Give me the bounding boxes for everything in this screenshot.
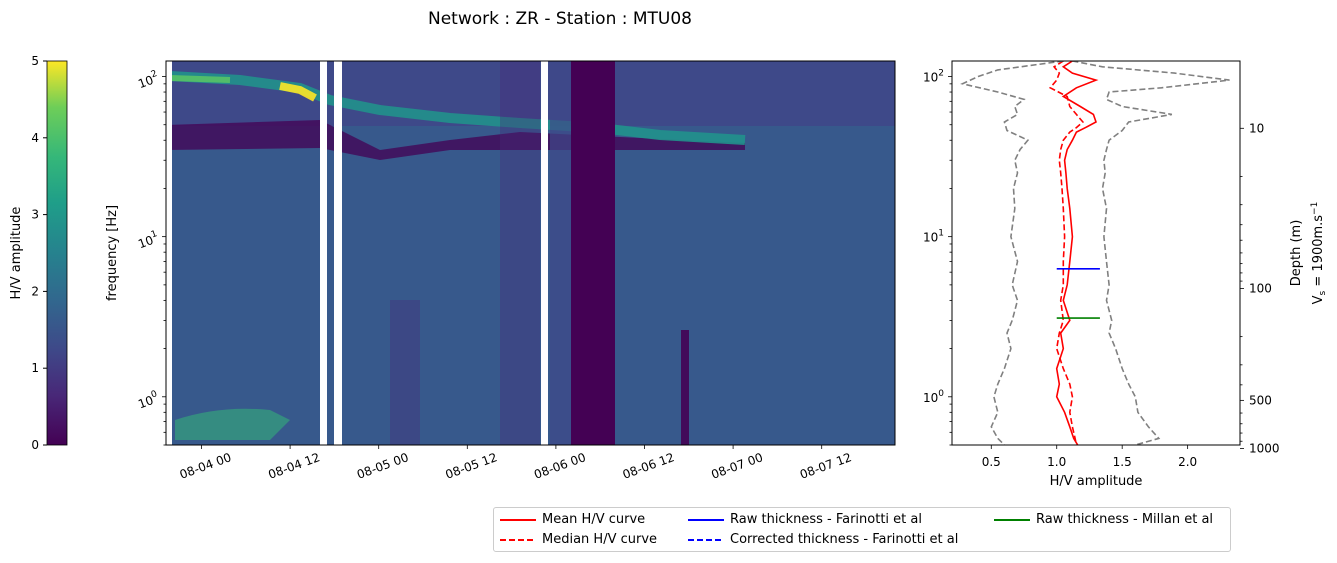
series-line-0: [1055, 61, 1099, 445]
series-line-3: [1072, 61, 1230, 445]
y-tick-label-exponent: 2: [938, 69, 944, 79]
spectrogram-y-label: frequency [Hz]: [105, 205, 120, 301]
colorbar-gradient: [46, 60, 68, 446]
colorbar-tick-label: 0: [31, 438, 39, 452]
spectrogram-frame: [165, 60, 896, 446]
colorbar-tick-label: 5: [31, 54, 39, 68]
legend: Mean H/V curve Median H/V curve Raw thic…: [493, 507, 1231, 552]
low-amplitude-streak: [681, 330, 689, 445]
low-amplitude-shade: [500, 61, 540, 445]
y-tick-label: 100: [923, 389, 944, 405]
y-tick-label-base: 10: [136, 73, 155, 91]
y-tick-label: 101: [923, 229, 944, 245]
depth-tick-label: 1000: [1249, 442, 1280, 456]
low-frequency-patch: [175, 408, 290, 440]
x-tick-label: 08-07 00: [709, 450, 764, 482]
low-amplitude-edge: [550, 61, 571, 445]
y-tick-label-base: 10: [923, 71, 938, 85]
y-tick-label-exponent: 1: [150, 229, 159, 240]
depth-tick-label: 10: [1249, 121, 1264, 135]
legend-label: Raw thickness - Farinotti et al: [730, 512, 922, 527]
spectrogram-image: [166, 61, 895, 445]
hv-series-group: [960, 61, 1230, 445]
x-tick-label: 08-06 12: [621, 450, 676, 482]
y-tick-label-exponent: 0: [938, 389, 944, 399]
hv-x-tick-label: 1.5: [1113, 455, 1132, 469]
low-amplitude-shade-2: [390, 300, 420, 445]
spectrogram-plot: 08-04 00 08-04 12 08-05 00 08-05 12 08-06 00…: [105, 60, 896, 482]
x-tick-label: 08-05 12: [444, 450, 499, 482]
high-frequency-zone: [166, 61, 895, 126]
colorbar-tick-label: 1: [31, 361, 39, 375]
y-tick-label-base: 10: [923, 231, 938, 245]
x-tick-label: 08-07 12: [798, 450, 853, 482]
series-line-1: [1048, 61, 1085, 445]
legend-label: Mean H/V curve: [542, 512, 646, 527]
data-gap: [541, 61, 548, 445]
x-tick-label: 08-06 00: [532, 450, 587, 482]
y-tick-label: 102: [923, 69, 944, 85]
data-gap: [320, 61, 327, 445]
resonance-peak: [279, 82, 317, 102]
resonance-early: [169, 75, 231, 83]
figure-title: Network : ZR - Station : MTU08: [428, 9, 692, 29]
hv-x-label: H/V amplitude: [1050, 474, 1143, 489]
y-tick-label-exponent: 0: [150, 389, 159, 400]
y-tick-label: 100: [136, 389, 161, 411]
colorbar-ticks: 0 1 2 3 4 5: [31, 54, 47, 452]
y-tick-label: 101: [136, 229, 161, 251]
y-tick-label-base: 10: [923, 391, 938, 405]
colorbar-label: H/V amplitude: [9, 207, 24, 300]
depth-axis-label: Depth (m): [1289, 220, 1304, 287]
depth-tick-label: 100: [1249, 281, 1272, 295]
legend-label: Raw thickness - Millan et al: [1036, 512, 1214, 527]
legend-label: Median H/V curve: [542, 532, 658, 547]
colorbar-tick-label: 4: [31, 131, 39, 145]
velocity-label: Vs = 1900m.s−1: [1310, 202, 1328, 305]
colorbar-tick-label: 2: [31, 284, 39, 298]
depth-ticks: 10 100 500 1000: [1240, 121, 1280, 456]
resonance-band: [169, 71, 746, 145]
hv-x-ticks: 0.5 1.0 1.5 2.0: [982, 445, 1197, 469]
y-tick-label-base: 10: [136, 233, 155, 251]
data-gap: [166, 61, 172, 445]
x-tick-label: 08-05 00: [355, 450, 410, 482]
y-tick-label-base: 10: [136, 393, 155, 411]
hv-frame: [951, 60, 1241, 446]
colorbar-tick-label: 3: [31, 208, 39, 222]
data-gap: [334, 61, 342, 445]
colorbar: 0 1 2 3 4 5 H/V amplitude: [9, 54, 68, 452]
x-tick-label: 08-04 00: [178, 450, 233, 482]
hv-x-tick-label: 2.0: [1178, 455, 1197, 469]
x-tick-label: 08-04 12: [266, 450, 321, 482]
y-tick-label-exponent: 2: [150, 69, 159, 80]
series-line-2: [960, 61, 1064, 445]
spectrogram-x-ticks: 08-04 00 08-04 12 08-05 00 08-05 12 08-06 00…: [178, 445, 853, 482]
hv-x-tick-label: 0.5: [982, 455, 1001, 469]
low-amplitude-window: [571, 61, 615, 445]
depth-tick-label: 500: [1249, 393, 1272, 407]
legend-label: Corrected thickness - Farinotti et al: [730, 532, 959, 547]
y-tick-label: 102: [136, 69, 161, 91]
y-tick-label-exponent: 1: [938, 229, 944, 239]
hv-x-tick-label: 1.0: [1047, 455, 1066, 469]
